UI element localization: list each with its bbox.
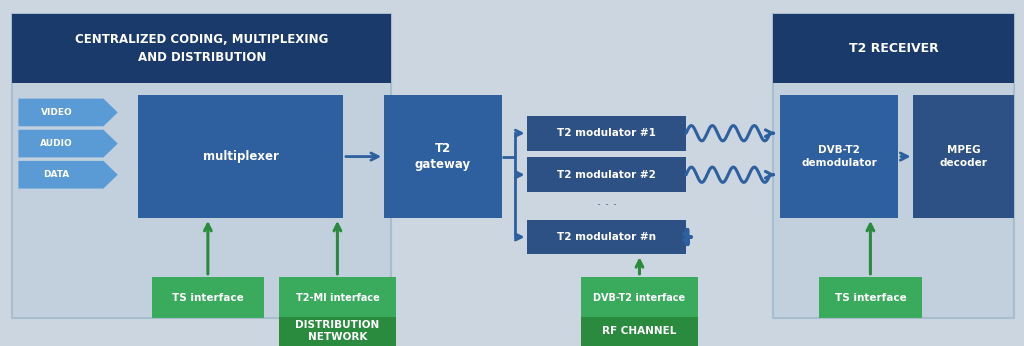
Text: T2
gateway: T2 gateway: [415, 142, 471, 171]
Text: TS interface: TS interface: [835, 293, 906, 302]
Text: · · ·: · · ·: [597, 199, 616, 212]
Text: T2 modulator #​n: T2 modulator #​n: [557, 232, 656, 242]
Text: T2-MI interface: T2-MI interface: [296, 293, 379, 302]
Text: CENTRALIZED CODING, MULTIPLEXING
AND DISTRIBUTION: CENTRALIZED CODING, MULTIPLEXING AND DIS…: [75, 33, 329, 64]
Bar: [773, 14, 1014, 83]
Bar: [384, 95, 502, 218]
Bar: [819, 277, 922, 318]
Bar: [12, 14, 391, 318]
Bar: [527, 220, 686, 254]
Polygon shape: [18, 130, 118, 157]
Bar: [773, 14, 1014, 318]
Bar: [913, 95, 1014, 218]
Text: VIDEO: VIDEO: [41, 108, 73, 117]
Bar: [279, 317, 396, 346]
Text: TS interface: TS interface: [172, 293, 244, 302]
Text: DVB-T2 interface: DVB-T2 interface: [594, 293, 685, 302]
Bar: [279, 277, 396, 318]
Text: multiplexer: multiplexer: [203, 150, 279, 163]
Bar: [138, 95, 343, 218]
Text: DISTRIBUTION
NETWORK: DISTRIBUTION NETWORK: [295, 320, 380, 343]
Polygon shape: [18, 161, 118, 189]
Bar: [527, 116, 686, 151]
Bar: [152, 277, 264, 318]
Text: T2 RECEIVER: T2 RECEIVER: [849, 42, 938, 55]
Bar: [581, 317, 698, 346]
Bar: [581, 277, 698, 318]
Polygon shape: [18, 99, 118, 126]
Bar: [527, 157, 686, 192]
Text: RF CHANNEL: RF CHANNEL: [602, 326, 677, 336]
Text: AUDIO: AUDIO: [40, 139, 73, 148]
Text: T2 modulator #1: T2 modulator #1: [557, 128, 656, 138]
Bar: [780, 95, 898, 218]
Text: T2 modulator #2: T2 modulator #2: [557, 170, 656, 180]
Text: DVB-T2
demodulator: DVB-T2 demodulator: [802, 145, 877, 168]
Text: MPEG
decoder: MPEG decoder: [940, 145, 987, 168]
Bar: [12, 14, 391, 83]
Text: DATA: DATA: [44, 170, 70, 179]
